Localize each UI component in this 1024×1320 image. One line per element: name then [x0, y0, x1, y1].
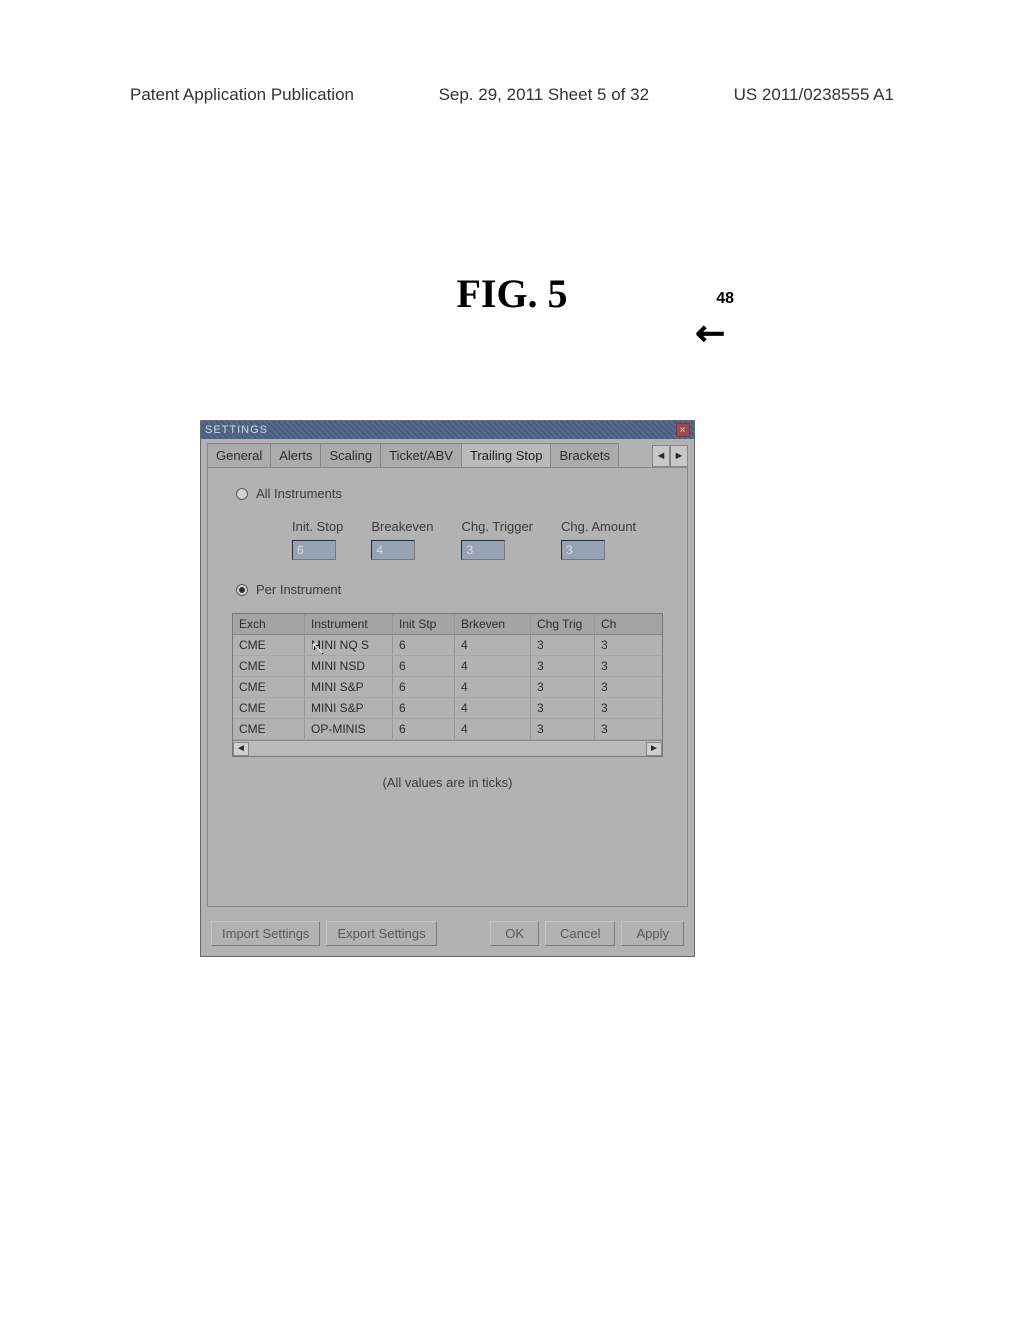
tab-scroll-left-button[interactable]: ◄: [652, 445, 670, 467]
cell-exch: CME: [233, 698, 305, 718]
radio-all-instruments[interactable]: All Instruments: [236, 486, 673, 501]
col-exch[interactable]: Exch: [233, 614, 305, 634]
cell-instrument: OP-MINIS: [305, 719, 393, 739]
import-settings-button[interactable]: Import Settings: [211, 921, 320, 946]
cell-init: 6: [393, 719, 455, 739]
cell-brk: 4: [455, 656, 531, 676]
cell-instrument: MINI NQ S: [305, 635, 393, 655]
export-settings-button[interactable]: Export Settings: [326, 921, 436, 946]
dialog-footer: Import Settings Export Settings OK Cance…: [201, 913, 694, 956]
init-stop-label: Init. Stop: [292, 519, 343, 534]
tab-general[interactable]: General: [207, 443, 271, 467]
tab-scaling[interactable]: Scaling: [320, 443, 381, 467]
tab-ticket-abv[interactable]: Ticket/ABV: [380, 443, 462, 467]
col-ch[interactable]: Ch: [595, 614, 633, 634]
tab-strip: General Alerts Scaling Ticket/ABV Traili…: [201, 439, 694, 467]
figure-label: FIG. 5: [0, 270, 1024, 317]
global-values-row: Init. Stop 6 Breakeven 4 Chg. Trigger 3 …: [292, 519, 673, 560]
cell-trig: 3: [531, 698, 595, 718]
cancel-button[interactable]: Cancel: [545, 921, 615, 946]
chg-trigger-group: Chg. Trigger 3: [461, 519, 533, 560]
window-title: SETTINGS: [205, 424, 268, 436]
radio-per-label: Per Instrument: [256, 582, 341, 597]
breakeven-group: Breakeven 4: [371, 519, 433, 560]
cell-init: 6: [393, 677, 455, 697]
settings-window: SETTINGS × General Alerts Scaling Ticket…: [200, 420, 695, 957]
breakeven-label: Breakeven: [371, 519, 433, 534]
cell-ch: 3: [595, 698, 633, 718]
titlebar: SETTINGS ×: [201, 421, 694, 439]
header-left: Patent Application Publication: [130, 85, 354, 105]
cell-init: 6: [393, 635, 455, 655]
header-mid: Sep. 29, 2011 Sheet 5 of 32: [439, 85, 649, 105]
col-instrument[interactable]: Instrument: [305, 614, 393, 634]
cell-instrument: MINI S&P: [305, 677, 393, 697]
header-right: US 2011/0238555 A1: [734, 85, 894, 105]
radio-per-instrument[interactable]: Per Instrument: [236, 582, 673, 597]
cell-init: 6: [393, 656, 455, 676]
radio-icon: [236, 584, 248, 596]
scroll-left-button[interactable]: ◄: [233, 742, 249, 756]
table-row[interactable]: CME MINI NSD 6 4 3 3: [233, 656, 662, 677]
cell-init: 6: [393, 698, 455, 718]
cell-trig: 3: [531, 719, 595, 739]
instrument-grid: Exch Instrument Init Stp Brkeven Chg Tri…: [232, 613, 663, 757]
cell-trig: 3: [531, 677, 595, 697]
cell-ch: 3: [595, 677, 633, 697]
tab-scroll: ◄ ►: [652, 445, 688, 467]
table-row[interactable]: CME MINI NQ S 6 4 3 3: [233, 635, 662, 656]
cell-ch: 3: [595, 719, 633, 739]
chg-amount-label: Chg. Amount: [561, 519, 636, 534]
cell-exch: CME: [233, 719, 305, 739]
cell-trig: 3: [531, 656, 595, 676]
cell-brk: 4: [455, 677, 531, 697]
close-button[interactable]: ×: [676, 423, 690, 437]
col-brkeven[interactable]: Brkeven: [455, 614, 531, 634]
radio-icon: [236, 488, 248, 500]
ok-button[interactable]: OK: [490, 921, 539, 946]
grid-header: Exch Instrument Init Stp Brkeven Chg Tri…: [233, 614, 662, 635]
init-stop-group: Init. Stop 6: [292, 519, 343, 560]
grid-horizontal-scrollbar[interactable]: ◄ ►: [233, 740, 662, 756]
chg-trigger-label: Chg. Trigger: [461, 519, 533, 534]
init-stop-input[interactable]: 6: [292, 540, 336, 560]
cell-instrument: MINI S&P: [305, 698, 393, 718]
trailing-stop-panel: All Instruments Init. Stop 6 Breakeven 4…: [207, 467, 688, 907]
cell-ch: 3: [595, 656, 633, 676]
radio-all-label: All Instruments: [256, 486, 342, 501]
table-row[interactable]: CME MINI S&P 6 4 3 3: [233, 698, 662, 719]
scroll-track[interactable]: [249, 742, 646, 756]
tab-alerts[interactable]: Alerts: [270, 443, 321, 467]
table-row[interactable]: CME MINI S&P 6 4 3 3: [233, 677, 662, 698]
apply-button[interactable]: Apply: [621, 921, 684, 946]
cell-brk: 4: [455, 719, 531, 739]
cell-exch: CME: [233, 656, 305, 676]
chg-amount-group: Chg. Amount 3: [561, 519, 636, 560]
chg-trigger-input[interactable]: 3: [461, 540, 505, 560]
chg-amount-input[interactable]: 3: [561, 540, 605, 560]
tab-trailing-stop[interactable]: Trailing Stop: [461, 443, 552, 467]
cell-exch: CME: [233, 635, 305, 655]
cell-exch: CME: [233, 677, 305, 697]
tab-brackets[interactable]: Brackets: [550, 443, 619, 467]
cell-brk: 4: [455, 635, 531, 655]
cell-instrument: MINI NSD: [305, 656, 393, 676]
ticks-note: (All values are in ticks): [222, 775, 673, 790]
cell-ch: 3: [595, 635, 633, 655]
col-init-stp[interactable]: Init Stp: [393, 614, 455, 634]
page-header: Patent Application Publication Sep. 29, …: [0, 85, 1024, 105]
scroll-right-button[interactable]: ►: [646, 742, 662, 756]
col-chg-trig[interactable]: Chg Trig: [531, 614, 595, 634]
cell-trig: 3: [531, 635, 595, 655]
table-row[interactable]: CME OP-MINIS 6 4 3 3: [233, 719, 662, 740]
cell-brk: 4: [455, 698, 531, 718]
figure-reference-number: 48 ↙: [716, 290, 734, 308]
tab-scroll-right-button[interactable]: ►: [670, 445, 688, 467]
breakeven-input[interactable]: 4: [371, 540, 415, 560]
